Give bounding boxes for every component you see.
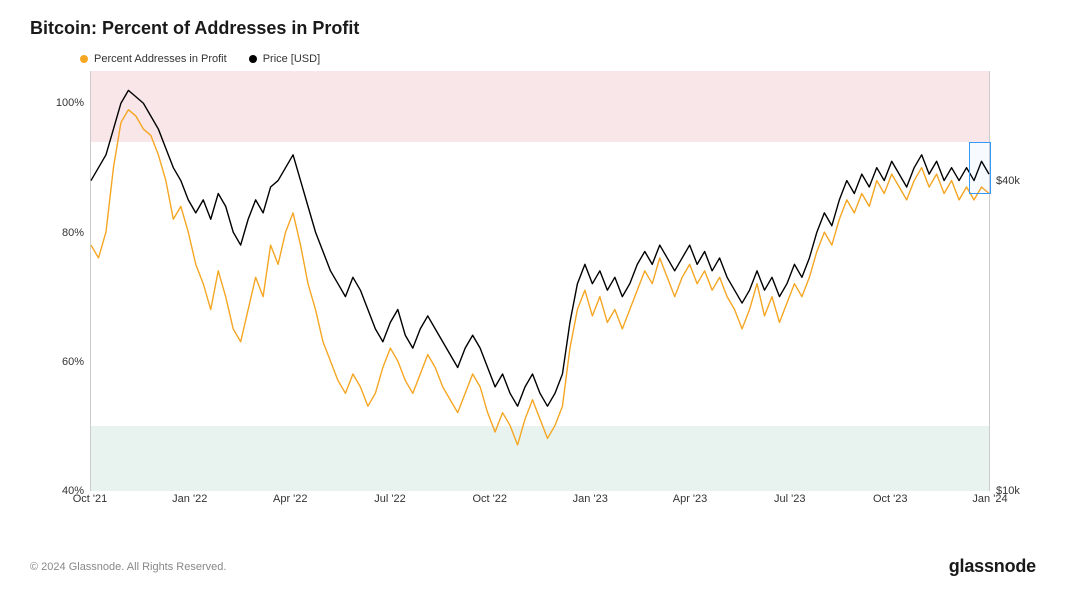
x-axis: Oct '21Jan '22Apr '22Jul '22Oct '22Jan '…	[90, 491, 990, 511]
y-left-tick: 60%	[34, 356, 84, 368]
x-tick: Apr '23	[673, 493, 708, 505]
legend: Percent Addresses in Profit Price [USD]	[80, 53, 1036, 65]
legend-swatch-profit	[80, 55, 88, 63]
series-line-price	[91, 90, 989, 406]
y-left-tick: 100%	[34, 97, 84, 109]
x-tick: Oct '22	[472, 493, 507, 505]
brand-logo: glassnode	[949, 556, 1036, 577]
x-tick: Jan '23	[573, 493, 608, 505]
x-tick: Jan '22	[172, 493, 207, 505]
x-tick: Oct '23	[873, 493, 908, 505]
x-tick: Apr '22	[273, 493, 308, 505]
copyright-text: © 2024 Glassnode. All Rights Reserved.	[30, 561, 226, 573]
legend-label-profit: Percent Addresses in Profit	[94, 53, 227, 65]
chart-container: Bitcoin: Percent of Addresses in Profit …	[0, 0, 1066, 589]
x-tick: Oct '21	[73, 493, 108, 505]
y-right-tick: $40k	[996, 175, 1020, 187]
legend-item-profit: Percent Addresses in Profit	[80, 53, 227, 65]
plot-area	[90, 71, 990, 491]
y-left-tick: 80%	[34, 227, 84, 239]
x-tick: Jul '23	[774, 493, 805, 505]
chart-title: Bitcoin: Percent of Addresses in Profit	[30, 18, 1036, 39]
y-axis-left: 40%60%80%100%	[30, 71, 90, 491]
x-tick: Jan '24	[972, 493, 1007, 505]
footer: © 2024 Glassnode. All Rights Reserved. g…	[30, 556, 1036, 577]
legend-label-price: Price [USD]	[263, 53, 320, 65]
chart-area: 40%60%80%100% $10k$40k Oct '21Jan '22Apr…	[30, 71, 1036, 511]
y-axis-right: $10k$40k	[990, 71, 1036, 491]
highlight-box	[969, 142, 992, 194]
legend-swatch-price	[249, 55, 257, 63]
legend-item-price: Price [USD]	[249, 53, 320, 65]
chart-svg	[91, 71, 989, 490]
x-tick: Jul '22	[374, 493, 405, 505]
